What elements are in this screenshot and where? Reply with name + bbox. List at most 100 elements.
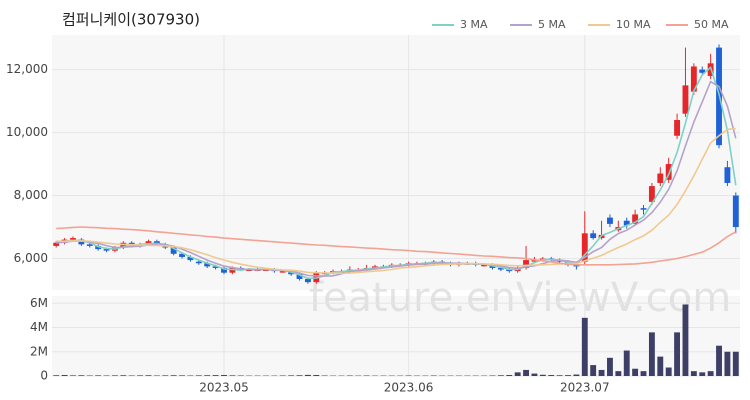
candle-body — [179, 253, 185, 257]
candle-body — [229, 267, 236, 273]
volume-bar — [221, 375, 227, 376]
candle-body — [665, 164, 672, 180]
y-tick-label: 2M — [30, 344, 48, 358]
volume-bar — [539, 374, 546, 376]
watermark: feature.enViewV.com — [309, 275, 731, 321]
volume-bar — [556, 375, 563, 376]
legend-label: 10 MA — [616, 18, 651, 31]
candle-body — [70, 238, 76, 240]
volume-bar — [665, 367, 672, 376]
volume-bar — [204, 375, 211, 376]
volume-bar — [145, 375, 152, 376]
candle-body — [506, 269, 513, 272]
volume-bar — [195, 375, 202, 376]
candle-body — [623, 220, 630, 226]
candle-body — [699, 69, 706, 73]
volume-bar — [514, 372, 521, 376]
candle-body — [187, 256, 194, 261]
x-tick-label: 2023.06 — [384, 381, 434, 395]
volume-bar — [137, 375, 144, 376]
volume-bar — [111, 375, 118, 376]
x-tick-label: 2023.05 — [199, 381, 249, 395]
volume-bar — [523, 369, 529, 376]
volume-bar — [716, 345, 722, 376]
y-tick-label: 10,000 — [6, 125, 48, 139]
volume-bar — [70, 375, 76, 376]
y-tick-label: 6,000 — [14, 251, 48, 265]
volume-bar — [53, 375, 60, 376]
volume-bar — [548, 375, 555, 376]
candle-body — [78, 239, 85, 245]
ma-line — [56, 226, 737, 266]
volume-bar — [682, 304, 689, 376]
volume-bar — [615, 371, 622, 376]
ma-line — [56, 127, 736, 275]
volume-bar — [61, 375, 68, 376]
candle-body — [531, 260, 538, 262]
volume-bar — [288, 375, 295, 376]
candle-body — [204, 263, 211, 267]
candle-body — [590, 233, 597, 239]
legend-label: 50 MA — [694, 18, 729, 31]
chart-title: 컴퍼니케이(307930) — [62, 11, 200, 29]
y-tick-label: 4M — [30, 320, 48, 334]
legend-label: 5 MA — [538, 18, 566, 31]
volume-bar — [304, 374, 311, 376]
candle-body — [657, 173, 664, 183]
candle-body — [732, 195, 739, 228]
y-tick-label: 8,000 — [14, 188, 48, 202]
volume-bar — [581, 317, 588, 376]
volume-bar — [640, 371, 647, 376]
volume-bar — [648, 332, 655, 376]
volume-bar — [732, 351, 739, 376]
candle-body — [212, 266, 219, 268]
volume-bar — [632, 368, 639, 376]
candle-body — [304, 278, 311, 283]
volume-bar — [598, 369, 605, 376]
volume-bar — [95, 375, 102, 376]
candle-body — [86, 244, 93, 246]
volume-bar — [690, 371, 697, 376]
volume-bar — [699, 372, 706, 376]
x-tick-label: 2023.07 — [560, 381, 610, 395]
candle-body — [95, 245, 102, 250]
volume-bar — [657, 356, 664, 376]
volume-bar — [707, 371, 714, 376]
candle-body — [103, 249, 110, 251]
y-tick-label: 0 — [40, 369, 48, 383]
volume-bar — [590, 365, 597, 376]
volume-bar — [506, 375, 513, 376]
candle-body — [640, 208, 647, 210]
volume-bar — [212, 375, 219, 376]
candle-body — [690, 66, 697, 92]
volume-bar — [162, 375, 169, 376]
candle-body — [296, 274, 303, 279]
volume-bar — [120, 375, 127, 376]
volume-bar — [607, 357, 613, 376]
candle-body — [481, 264, 488, 267]
volume-bar — [623, 350, 630, 376]
candle-body — [145, 241, 152, 245]
volume-bar — [170, 375, 177, 376]
y-tick-label: 6M — [30, 296, 48, 310]
volume-bar — [78, 375, 85, 376]
candle-body — [632, 214, 639, 224]
candle-body — [53, 242, 60, 246]
price-plot-area — [52, 35, 740, 290]
candle-body — [648, 186, 655, 202]
candle-body — [195, 261, 202, 264]
candle-body — [674, 120, 681, 136]
candle-body — [682, 85, 689, 114]
volume-bar — [313, 375, 320, 376]
candle-body — [724, 167, 731, 183]
candle-body — [497, 267, 504, 270]
candle-body — [279, 271, 286, 273]
y-tick-label: 12,000 — [6, 62, 48, 76]
candle-body — [523, 260, 529, 268]
candle-body — [573, 264, 580, 267]
candle-body — [581, 233, 588, 262]
volume-bar — [179, 375, 185, 376]
volume-bar — [565, 375, 571, 376]
candle-body — [607, 217, 613, 224]
candle-body — [372, 266, 378, 268]
